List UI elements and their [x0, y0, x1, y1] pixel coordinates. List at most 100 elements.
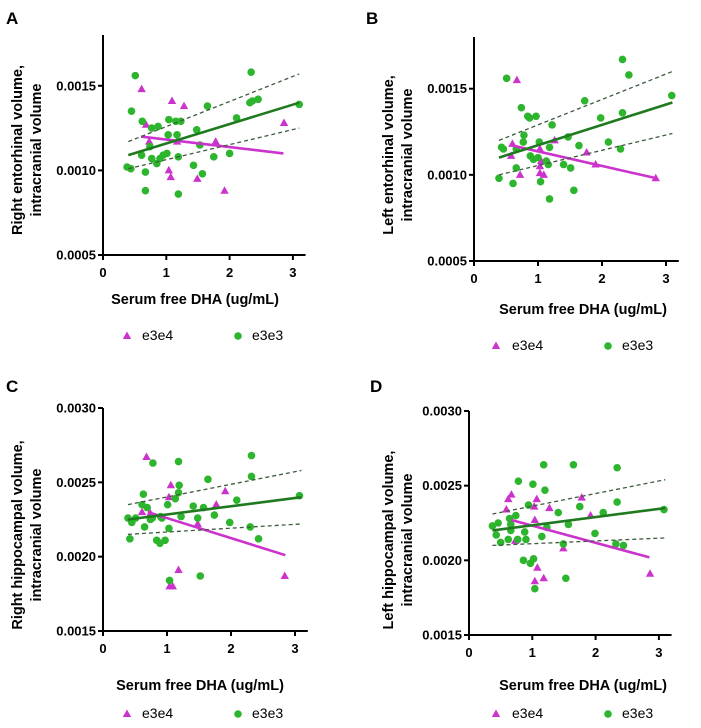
- data-point-e3e3: [532, 112, 540, 121]
- data-point-e3e4: [577, 493, 586, 501]
- data-point-e3e3: [173, 131, 181, 139]
- data-point-e3e4: [193, 174, 202, 182]
- data-point-e3e3: [562, 574, 570, 583]
- data-point-e3e3: [524, 501, 533, 509]
- data-point-e3e3: [539, 460, 548, 469]
- data-point-e3e3: [232, 496, 241, 504]
- y-axis-label: Right entorhinal volume,: [10, 65, 26, 235]
- data-point-e3e3: [126, 535, 134, 543]
- data-point-e3e3: [495, 174, 503, 183]
- data-point-e3e4: [539, 573, 548, 582]
- panel-d: 0 1 2 3 0.0015 0.0020 0.0025 0.0030 D Left hippoc…: [370, 377, 672, 721]
- legend-label-e3e3: e3e3: [252, 327, 283, 343]
- data-point-e3e4: [530, 576, 540, 585]
- data-point-e3e3: [225, 149, 234, 158]
- x-tick-label: 0: [470, 271, 477, 286]
- data-point-e3e4: [515, 170, 525, 178]
- data-point-e3e3: [575, 141, 583, 150]
- legend-label-e3e4: e3e4: [142, 705, 173, 721]
- data-point-e3e3: [204, 475, 212, 484]
- y-tick-label: 0.0010: [56, 163, 96, 178]
- data-point-e3e4: [141, 120, 151, 128]
- x-axis-label: Serum free DHA (ug/mL): [499, 302, 667, 318]
- data-point-e3e3: [143, 503, 151, 512]
- y-tick-label: 0.0015: [427, 81, 467, 96]
- data-point-e3e3: [254, 95, 262, 104]
- data-point-e3e3: [141, 186, 150, 195]
- legend: e3e4 e3e3: [491, 705, 653, 721]
- data-point-e3e3: [209, 153, 218, 161]
- series-e3e3: [495, 55, 676, 203]
- data-point-e3e3: [544, 160, 553, 169]
- y-axis-label: intracranial volume: [400, 474, 416, 607]
- series-e3e3: [123, 68, 304, 198]
- regression-line-e3e3: [127, 101, 300, 157]
- data-point-e3e3: [502, 74, 511, 83]
- data-point-e3e3: [165, 115, 173, 124]
- x-tick-label: 3: [662, 271, 669, 286]
- y-tick-label: 0.0025: [422, 478, 462, 493]
- legend: e3e4 e3e3: [122, 705, 283, 721]
- x-tick-label: 2: [226, 265, 233, 280]
- data-point-e3e3: [247, 472, 256, 481]
- legend-circle-marker: [234, 710, 242, 718]
- x-tick-label: 2: [598, 271, 605, 286]
- data-point-e3e3: [506, 520, 515, 529]
- data-point-e3e4: [533, 563, 542, 571]
- legend-circle-marker: [234, 332, 242, 340]
- data-point-e3e3: [174, 190, 183, 198]
- data-point-e3e3: [520, 528, 529, 536]
- data-point-e3e4: [220, 186, 229, 194]
- x-tick-label: 2: [592, 645, 599, 660]
- y-tick-label: 0.0015: [56, 78, 96, 93]
- y-tick-label: 0.0010: [427, 167, 467, 182]
- data-point-e3e3: [537, 532, 546, 541]
- data-point-e3e3: [559, 160, 568, 169]
- data-point-e3e3: [517, 103, 526, 112]
- data-point-e3e3: [494, 519, 502, 527]
- data-point-e3e3: [564, 520, 573, 529]
- series-e3e4: [506, 75, 660, 182]
- data-point-e3e3: [613, 463, 621, 472]
- data-point-e3e3: [618, 55, 627, 64]
- data-point-e3e3: [499, 145, 508, 153]
- data-point-e3e3: [189, 502, 198, 510]
- data-point-e3e3: [203, 102, 212, 110]
- data-point-e3e3: [575, 502, 584, 511]
- data-point-e3e3: [616, 145, 625, 153]
- panel-label: B: [366, 9, 378, 28]
- ci-upper-line-e3e3: [498, 70, 673, 141]
- y-tick-label: 0.0030: [56, 401, 96, 416]
- data-point-e3e3: [520, 131, 528, 140]
- data-point-e3e3: [529, 480, 537, 488]
- data-point-e3e3: [225, 518, 234, 527]
- regression-line-e3e3: [492, 506, 666, 532]
- legend-label-e3e3: e3e3: [622, 705, 653, 721]
- data-point-e3e3: [604, 138, 613, 146]
- x-tick-label: 2: [227, 641, 234, 656]
- y-axis-label: Right hippocampal volume,: [10, 440, 26, 629]
- panel-c: 0 1 2 3 0.0015 0.0020 0.0025 0.0030 C Right hippo…: [6, 377, 308, 721]
- data-point-e3e4: [193, 519, 202, 527]
- x-tick-label: 3: [655, 645, 662, 660]
- data-point-e3e3: [161, 536, 169, 545]
- ci-upper-line-e3e3: [492, 479, 666, 515]
- data-point-e3e3: [522, 535, 530, 544]
- data-point-e3e3: [147, 154, 156, 163]
- data-point-e3e3: [492, 531, 501, 539]
- data-point-e3e3: [541, 486, 549, 494]
- x-axis-label: Serum free DHA (ug/mL): [111, 292, 279, 308]
- y-tick-label: 0.0005: [56, 248, 96, 263]
- data-point-e3e3: [519, 556, 528, 565]
- data-point-e3e3: [193, 514, 202, 522]
- data-point-e3e3: [580, 96, 589, 105]
- y-axis-label: intracranial volume: [29, 469, 45, 602]
- data-point-e3e4: [137, 507, 147, 516]
- data-point-e3e4: [279, 118, 289, 126]
- x-tick-label: 1: [529, 645, 536, 660]
- y-axis-label: intracranial volume: [400, 89, 416, 222]
- y-tick-label: 0.0015: [422, 628, 462, 643]
- data-point-e3e4: [179, 101, 189, 110]
- x-axis-label: Serum free DHA (ug/mL): [116, 678, 284, 694]
